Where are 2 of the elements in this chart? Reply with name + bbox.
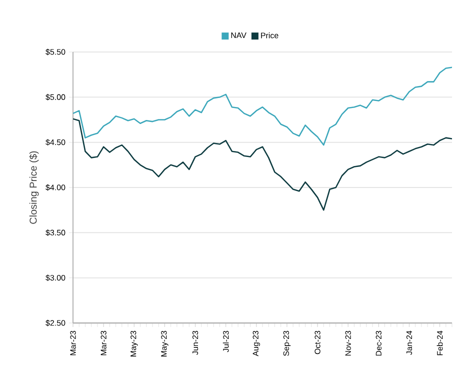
y-axis-title: Closing Price ($) [29,151,39,224]
line-series [73,66,452,146]
